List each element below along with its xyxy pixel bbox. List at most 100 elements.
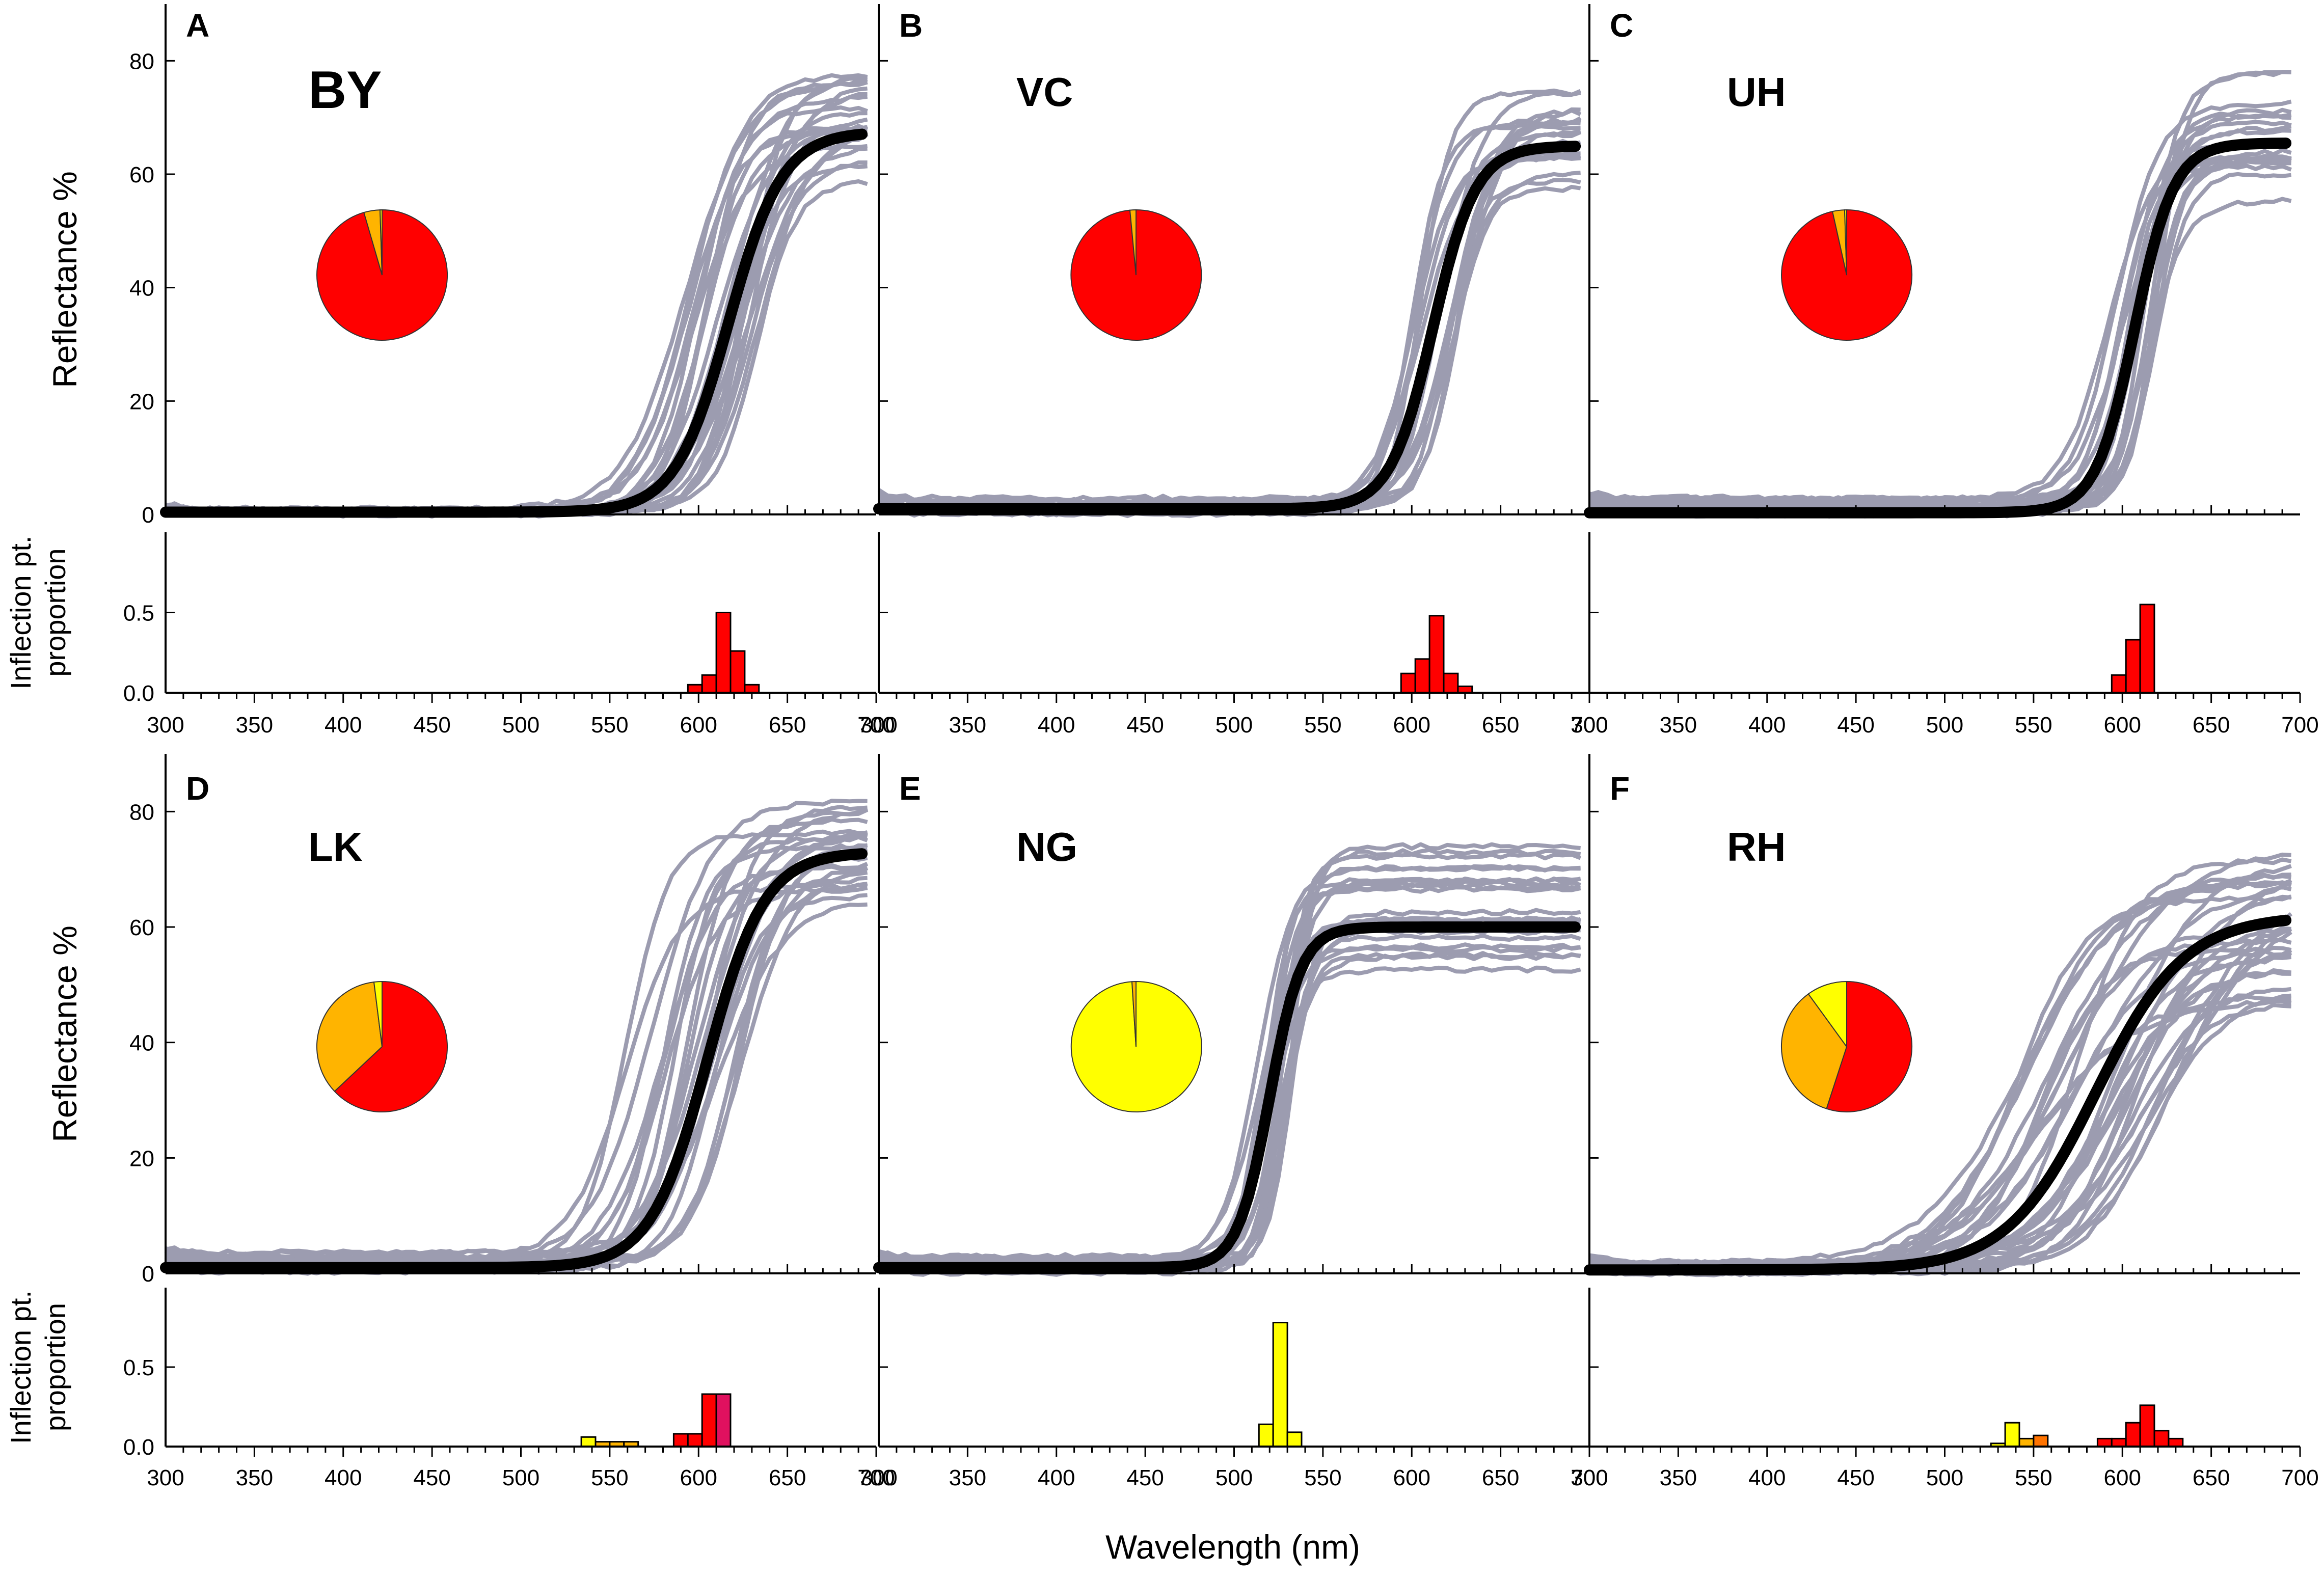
population-label-by: BY <box>308 61 382 120</box>
x-tick-label: 550 <box>1304 1465 1341 1490</box>
individual-spectrum-line <box>165 902 868 1258</box>
bottom-y-tick-label: 0.5 <box>123 1355 154 1380</box>
pie-slice-orange <box>1129 209 1137 276</box>
x-tick-label: 350 <box>949 713 986 738</box>
mean-spectrum-line <box>160 848 868 1273</box>
mean-spectrum-line <box>1584 138 2292 519</box>
individual-spectrum-line <box>165 864 868 1264</box>
x-tick-label: 400 <box>325 1465 362 1490</box>
histogram-bar <box>2168 1437 2184 1448</box>
individual-spectrum-line <box>878 150 1581 505</box>
panel-letter-d: D <box>186 770 209 807</box>
histogram-bar <box>715 1393 732 1448</box>
x-tick-label: 400 <box>1748 1465 1786 1490</box>
pie-slice-yellow <box>373 980 383 1047</box>
population-label-rh: RH <box>1727 824 1786 869</box>
x-tick-label: 500 <box>1215 1465 1253 1490</box>
individual-spectrum-line <box>1588 873 2292 1273</box>
x-tick-label: 450 <box>1837 1465 1874 1490</box>
top-y-tick-label: 80 <box>129 800 154 825</box>
population-label-vc: VC <box>1016 69 1073 115</box>
pie-slice-orange <box>1781 993 1848 1109</box>
individual-spectrum-line <box>165 817 868 1275</box>
individual-spectrum-line <box>878 89 1582 514</box>
panel-letter-e: E <box>899 770 921 807</box>
individual-spectrum-line <box>1589 159 2291 506</box>
individual-spectrum-line <box>877 927 1581 1266</box>
histogram-bar <box>1258 1423 1274 1448</box>
individual-spectrum-line <box>878 885 1581 1266</box>
individual-spectrum-line <box>1588 124 2292 516</box>
individual-spectrum-line <box>1589 70 2291 510</box>
x-tick-label: 500 <box>502 1465 539 1490</box>
panel-f: 300 350 400 450 500 550 600 650 700 <box>1571 754 2319 1490</box>
x-tick-label: 600 <box>680 1465 717 1490</box>
histogram-bar <box>729 650 746 694</box>
x-tick-label: 350 <box>236 1465 273 1490</box>
top-y-tick-label: 20 <box>129 389 154 414</box>
reflectance-axis-title: Reflectance % <box>46 171 84 388</box>
x-tick-label: 600 <box>680 713 717 738</box>
x-tick-label: 550 <box>591 713 628 738</box>
x-tick-label: 700 <box>857 1465 895 1490</box>
x-tick-label: 700 <box>1571 1465 1608 1490</box>
individual-spectrum-line <box>1589 148 2292 513</box>
bottom-y-tick-label: 0.0 <box>123 1435 154 1460</box>
histogram-bar <box>744 684 760 694</box>
x-tick-label: 350 <box>1660 713 1697 738</box>
x-tick-label: 600 <box>1393 1465 1430 1490</box>
x-tick-label: 700 <box>857 713 895 738</box>
histogram-bar <box>701 1393 717 1448</box>
bottom-y-tick-label: 0.5 <box>123 601 154 626</box>
histogram-bar <box>2096 1437 2113 1448</box>
individual-spectrum-line <box>164 92 868 517</box>
individual-spectrum-line <box>165 881 868 1260</box>
x-tick-label: 650 <box>769 1465 806 1490</box>
individual-spectrum-line <box>878 933 1581 1273</box>
mean-spectrum-line <box>873 921 1581 1273</box>
top-y-tick-label: 60 <box>129 915 154 940</box>
reflectance-axis-title: Reflectance % <box>46 925 84 1142</box>
panel-b: 300 350 400 450 500 550 600 650 700 <box>860 4 1608 738</box>
individual-spectrum-line <box>878 879 1581 1272</box>
mean-spectrum-line <box>160 128 868 518</box>
histogram-bar <box>2004 1422 2020 1448</box>
histogram-bar <box>2139 604 2155 694</box>
histogram-bar <box>2018 1437 2035 1448</box>
individual-spectrum-line <box>165 94 868 515</box>
inflection-axis-title-line2: proportion <box>39 548 71 676</box>
x-tick-label: 350 <box>1660 1465 1697 1490</box>
panel-letter-f: F <box>1610 770 1630 807</box>
x-tick-label: 550 <box>591 1465 628 1490</box>
pie-slice-orange <box>1131 980 1137 1047</box>
panel-letter-c: C <box>1610 7 1633 44</box>
inflection-axis-title-line2: proportion <box>39 1303 71 1431</box>
histogram-bar <box>1286 1431 1303 1448</box>
panel-c: 300 350 400 450 500 550 600 650 700 <box>1571 4 2319 738</box>
individual-spectrum-line <box>878 88 1581 512</box>
top-y-tick-label: 80 <box>129 49 154 74</box>
individual-spectrum-line <box>1589 172 2292 515</box>
pie-slice-red <box>334 980 448 1112</box>
pie-slice-yellow <box>379 209 383 276</box>
histogram-bar <box>2125 639 2141 694</box>
histogram-bar <box>2125 1422 2141 1448</box>
individual-spectrum-line <box>1589 158 2291 513</box>
x-tick-label: 450 <box>1126 1465 1164 1490</box>
individual-spectrum-line <box>1588 873 2291 1274</box>
individual-spectrum-line <box>1589 140 2291 503</box>
x-tick-label: 300 <box>860 1465 897 1490</box>
population-label-uh: UH <box>1727 69 1786 115</box>
panel-letter-a: A <box>186 7 209 44</box>
pie-slice-yellow <box>1807 980 1847 1049</box>
histogram-bar <box>580 1436 597 1448</box>
x-tick-label: 300 <box>860 713 897 738</box>
histogram-bar <box>2111 674 2127 694</box>
panel-letter-b: B <box>899 7 923 44</box>
x-tick-label: 600 <box>2104 713 2141 738</box>
top-y-tick-label: 0 <box>142 1262 154 1287</box>
individual-spectrum-line <box>1588 154 2292 513</box>
histogram-bar <box>1414 658 1430 694</box>
individual-spectrum-line <box>1589 155 2292 504</box>
histogram-bar <box>672 1433 689 1448</box>
